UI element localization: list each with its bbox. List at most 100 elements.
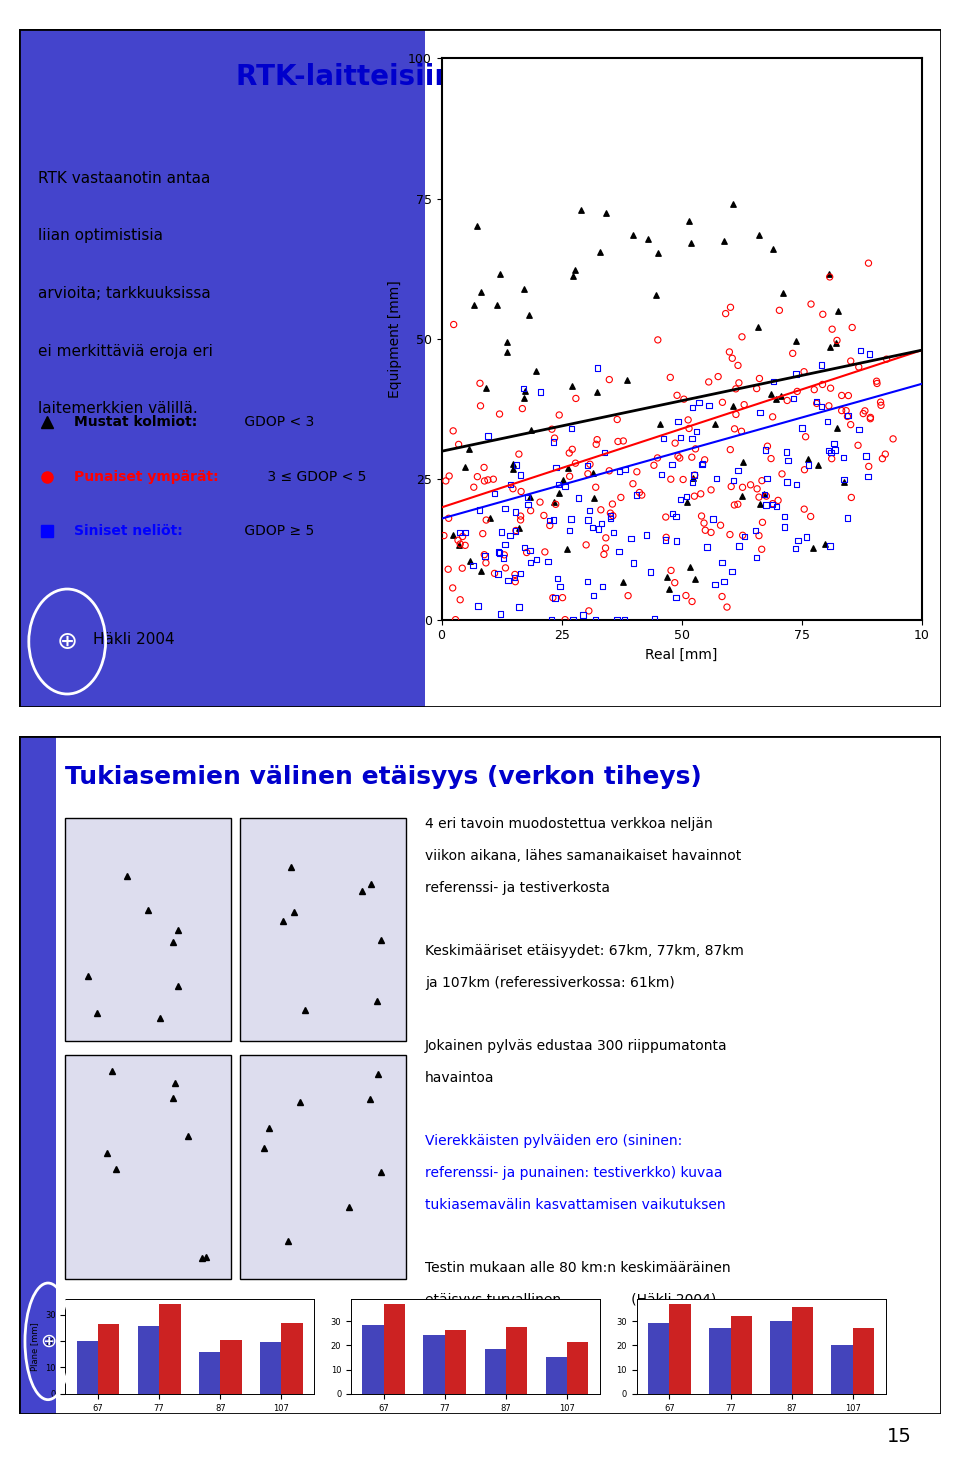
Point: [758, 484, 774, 507]
Text: ei merkittäviä eroja eri: ei merkittäviä eroja eri: [37, 344, 212, 359]
Point: [586, 585, 601, 608]
Text: Siniset neliöt:: Siniset neliöt:: [75, 523, 183, 538]
Point: [589, 381, 605, 404]
Point: [676, 468, 691, 491]
Text: arvioita; tarkkuuksissa: arvioita; tarkkuuksissa: [37, 286, 210, 300]
Point: [560, 538, 575, 561]
Text: RTK-laitteisiin liittyviä tekijöitä: RTK-laitteisiin liittyviä tekijöitä: [236, 63, 724, 90]
Point: [765, 405, 780, 429]
Point: [723, 296, 738, 319]
Point: [708, 573, 723, 596]
Point: [538, 541, 553, 564]
Point: [710, 364, 726, 388]
Point: [499, 330, 515, 353]
Point: [663, 558, 679, 582]
Point: [620, 585, 636, 608]
Point: [687, 567, 703, 590]
Point: [476, 456, 492, 480]
Bar: [852, 1328, 875, 1394]
Point: [436, 523, 451, 547]
Point: [818, 532, 833, 555]
Point: [492, 541, 508, 564]
Point: [546, 490, 562, 513]
Point: [521, 303, 537, 327]
Point: [547, 426, 563, 449]
Point: [725, 560, 740, 583]
Point: [686, 464, 702, 487]
Point: [629, 483, 644, 506]
Point: [731, 459, 746, 483]
Point: [669, 529, 684, 553]
Point: [499, 340, 515, 363]
Point: [694, 453, 709, 477]
Text: ⊕: ⊕: [39, 1331, 57, 1352]
Text: laitemerkkien välillä.: laitemerkkien välillä.: [37, 401, 198, 417]
Point: [492, 402, 507, 426]
Point: [603, 502, 618, 525]
Text: Testin mukaan alle 80 km:n keskimääräinen: Testin mukaan alle 80 km:n keskimääräine…: [424, 1261, 731, 1276]
Point: [494, 521, 510, 544]
Point: [869, 369, 884, 392]
Point: [780, 389, 795, 413]
Point: [502, 523, 517, 547]
Point: [840, 506, 855, 529]
Point: [697, 448, 712, 471]
Point: [543, 608, 559, 631]
Text: RTK vastaanotin antaa: RTK vastaanotin antaa: [37, 171, 210, 185]
Point: [673, 488, 688, 512]
Point: [840, 405, 855, 429]
FancyBboxPatch shape: [424, 29, 941, 707]
Text: 4 eri tavoin muodostettua verkkoa neljän: 4 eri tavoin muodostettua verkkoa neljän: [424, 818, 712, 831]
Point: [857, 399, 873, 423]
Point: [756, 483, 772, 506]
FancyBboxPatch shape: [19, 29, 424, 707]
Point: [508, 500, 523, 523]
Point: [800, 448, 815, 471]
Point: [612, 539, 627, 563]
Point: [512, 442, 527, 465]
Point: [698, 519, 713, 542]
Point: [491, 563, 506, 586]
Point: [452, 534, 468, 557]
Point: [450, 529, 466, 553]
Point: [734, 325, 750, 348]
Point: [650, 446, 665, 469]
Point: [579, 534, 594, 557]
Point: [542, 513, 558, 537]
Point: [615, 429, 631, 452]
Point: [585, 516, 600, 539]
Point: [625, 223, 640, 246]
Point: [713, 513, 729, 537]
Point: [684, 427, 700, 451]
Point: [612, 459, 627, 483]
Point: [794, 417, 809, 440]
Point: [828, 439, 843, 462]
Point: [875, 448, 890, 471]
Bar: [281, 1324, 302, 1394]
Point: [753, 493, 768, 516]
Point: [797, 360, 812, 383]
Point: [523, 499, 539, 522]
Point: [799, 525, 814, 548]
Point: [562, 519, 577, 542]
Point: [629, 461, 644, 484]
Point: [836, 446, 852, 469]
Point: [815, 373, 830, 397]
Point: [591, 518, 607, 541]
Point: [723, 437, 738, 461]
Point: [667, 572, 683, 595]
Point: [873, 391, 888, 414]
Point: [647, 607, 662, 630]
Point: [635, 484, 650, 507]
Point: [508, 519, 523, 542]
Point: [798, 426, 813, 449]
Point: [714, 551, 730, 574]
Point: [515, 397, 530, 420]
Point: [845, 316, 860, 340]
Point: [870, 372, 885, 395]
Point: [789, 472, 804, 496]
Bar: [98, 1324, 119, 1394]
Point: [477, 544, 492, 567]
Bar: [444, 1330, 467, 1394]
Point: [458, 534, 473, 557]
